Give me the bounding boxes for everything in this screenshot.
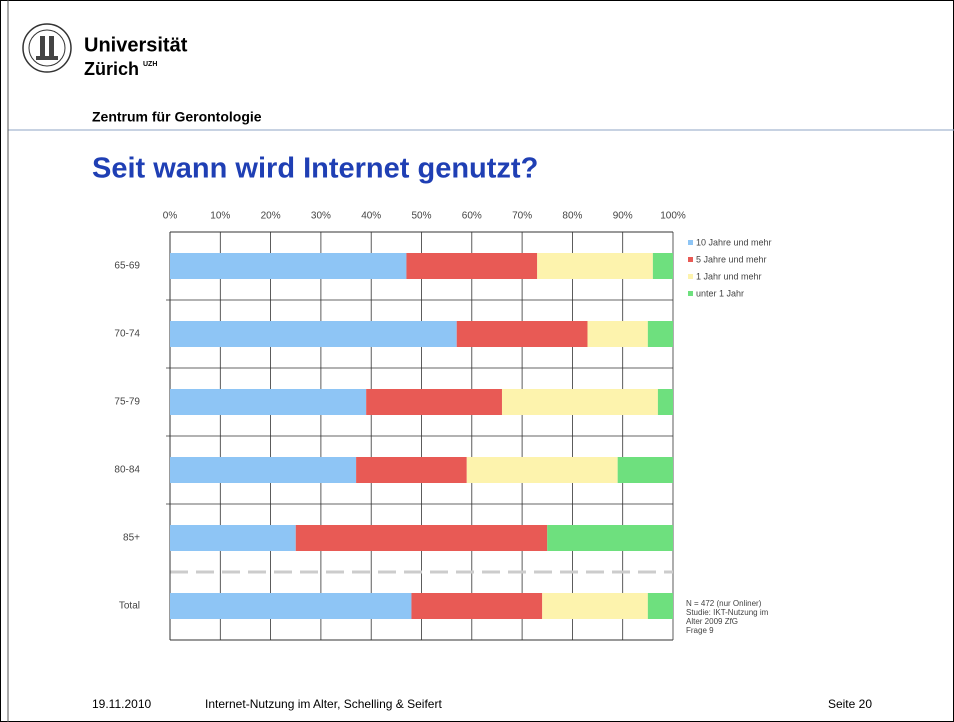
logo-line1: Universität [84, 34, 188, 56]
x-tick-label: 60% [462, 211, 482, 222]
bar-segment [587, 321, 648, 347]
bar-segment [501, 389, 658, 415]
bar-segment [366, 389, 502, 415]
logo-line2: Zürich [84, 59, 139, 79]
bar-segment [456, 321, 588, 347]
x-tick-label: 20% [261, 211, 281, 222]
bar-segment [647, 593, 673, 619]
annotation: Alter 2009 ZfG [686, 617, 738, 626]
x-tick-label: 90% [613, 211, 633, 222]
bar-segment [466, 457, 618, 483]
annotation: N = 472 (nur Onliner) [686, 599, 762, 608]
bar-segment [547, 525, 673, 551]
y-tick-label: 65-69 [114, 261, 140, 272]
footer-text: Internet-Nutzung im Alter, Schelling & S… [205, 697, 442, 711]
annotation: Studie: IKT-Nutzung im [686, 608, 769, 617]
bar-segment [170, 525, 296, 551]
x-tick-label: 70% [512, 211, 532, 222]
bar-segment [170, 389, 367, 415]
y-tick-label: 85+ [123, 533, 140, 544]
legend-swatch [688, 291, 693, 296]
department: Zentrum für Gerontologie [92, 109, 262, 125]
legend-label: 5 Jahre und mehr [696, 254, 767, 264]
bar-segment [537, 253, 653, 279]
x-tick-label: 80% [562, 211, 582, 222]
y-tick-label: 70-74 [114, 329, 140, 340]
x-tick-label: 30% [311, 211, 331, 222]
legend-swatch [688, 240, 693, 245]
bar-segment [170, 253, 407, 279]
x-tick-label: 50% [411, 211, 431, 222]
logo-seal [22, 23, 72, 73]
bar-segment [542, 593, 648, 619]
legend-label: unter 1 Jahr [696, 288, 744, 298]
bar-segment [411, 593, 543, 619]
y-tick-label: 75-79 [114, 397, 140, 408]
logo-sup: UZH [143, 61, 157, 68]
bar-segment [295, 525, 548, 551]
bar-segment [657, 389, 673, 415]
bar-segment [617, 457, 673, 483]
legend-swatch [688, 274, 693, 279]
bar-segment [356, 457, 467, 483]
bar-segment [647, 321, 673, 347]
x-tick-label: 0% [163, 211, 178, 222]
legend-swatch [688, 257, 693, 262]
chart-title: Seit wann wird Internet genutzt? [92, 153, 538, 185]
y-tick-label: 80-84 [114, 465, 140, 476]
bar-segment [170, 457, 357, 483]
y-tick-label: Total [119, 601, 140, 612]
footer-page: Seite 20 [828, 697, 872, 711]
x-tick-label: 40% [361, 211, 381, 222]
footer-date: 19.11.2010 [92, 697, 151, 711]
bar-segment [406, 253, 538, 279]
bar-segment [170, 593, 412, 619]
legend-label: 1 Jahr und mehr [696, 271, 762, 281]
annotation: Frage 9 [686, 626, 714, 635]
legend-label: 10 Jahre und mehr [696, 237, 772, 247]
x-tick-label: 10% [210, 211, 230, 222]
bar-segment [652, 253, 673, 279]
bar-segment [170, 321, 457, 347]
x-tick-label: 100% [660, 211, 686, 222]
